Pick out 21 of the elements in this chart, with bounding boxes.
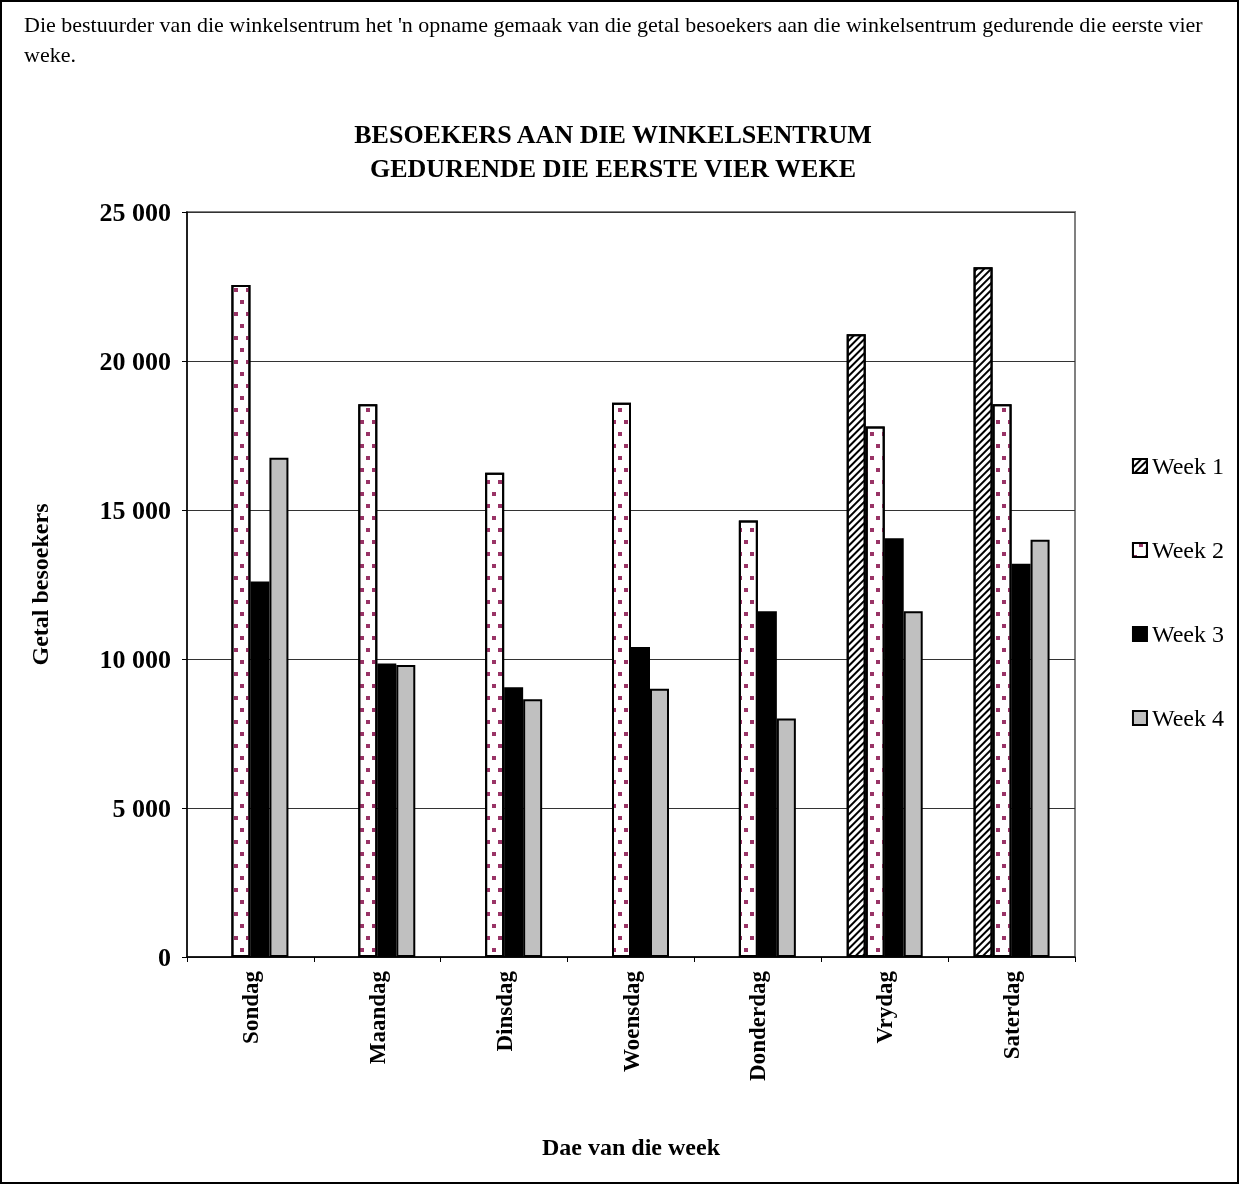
x-axis-title: Dae van die week [542,1134,721,1160]
x-tick-label: Vrydag [872,970,898,1044]
x-tick-label: Maandag [364,970,390,1065]
y-tick-label: 20 000 [99,346,171,376]
y-axis-title: Getal besoekers [27,503,53,666]
legend-label: Week 1 [1151,453,1225,479]
y-tick-label: 10 000 [99,644,171,674]
text: Die bestuurder van die winkelsentrum het 'n opname gemaak van die getal besoekers aan die winkelsentrum gedurende die eerste vier weke. [24,11,1204,69]
x-tick-label: Dinsdag [491,970,517,1052]
y-tick-label: 5 000 [112,793,171,823]
x-tick-label: Saterdag [999,970,1025,1060]
x-tick-label: Sondag [237,970,263,1044]
legend-label: Week 3 [1151,621,1225,647]
legend-label: Week 2 [1151,537,1225,563]
y-tick-label: 25 000 [99,197,171,227]
x-tick-label: Donderdag [745,970,771,1081]
y-tick-label: 0 [158,942,171,972]
y-tick-label: 15 000 [99,495,171,525]
x-tick-label: Woensdag [618,970,644,1072]
chart-title: BESOEKERS AAN DIE WINKELSENTRUM GEDURENDE DIE EERSTE VIER WEKE [354,119,872,183]
legend-label: Week 4 [1151,705,1225,731]
